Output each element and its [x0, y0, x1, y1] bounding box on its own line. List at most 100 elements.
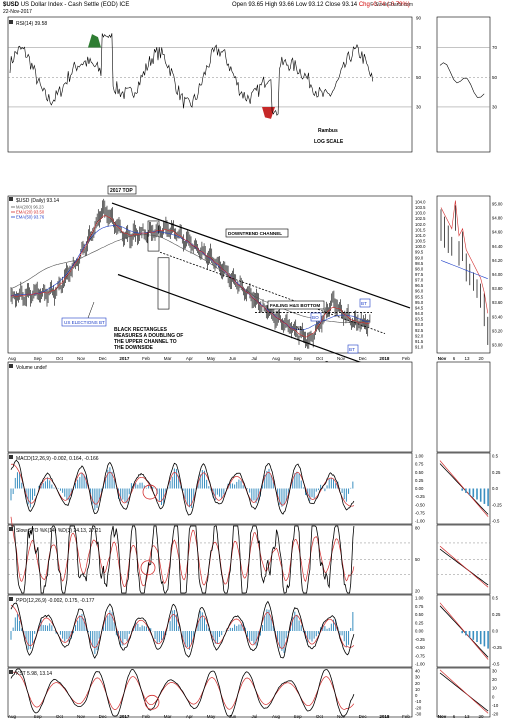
- y-tick-label: 1.00: [415, 596, 424, 601]
- inset-x-tick-label: Nov: [438, 714, 447, 719]
- panel-handle: [9, 597, 13, 601]
- x-tick-label: Sep: [294, 714, 303, 719]
- panel-handle: [9, 455, 13, 459]
- lower-channel-line: [117, 273, 396, 376]
- y-tick-label: -0.50: [415, 502, 425, 507]
- y-tick-label: 0.25: [492, 470, 501, 475]
- inset-price-tick-label: 93.00: [492, 343, 503, 348]
- chart-header: $USD US Dollar Index - Cash Settle (EOD)…: [0, 0, 509, 17]
- open-value: Open 93.65: [232, 2, 264, 8]
- x-tick-label: 2017: [119, 356, 130, 361]
- measure-rectangle: [157, 257, 170, 310]
- annotation-rambus: Rambus: [318, 128, 338, 134]
- inset-rsi-tick-label: 30: [492, 104, 498, 109]
- panel-frame: [7, 361, 413, 453]
- price-tick-label: 102.0: [415, 222, 426, 227]
- note-line: BLACK RECTANGLES: [114, 327, 168, 333]
- x-tick-label: Nov: [337, 714, 346, 719]
- label-box: [310, 312, 322, 322]
- price-tick-label: 91.0: [415, 345, 424, 350]
- y-tick-label: -0.5: [492, 662, 500, 667]
- inset-price-tick-label: 93.80: [492, 286, 503, 291]
- inset-rsi-line: [439, 62, 485, 98]
- y-tick-label: 0.50: [415, 470, 424, 475]
- annotation-nl: NL: [296, 326, 303, 332]
- change-value: Chg -0.74 (-0.79%): [358, 2, 410, 8]
- y-tick-label: 80: [415, 526, 420, 531]
- x-tick-label: Feb: [402, 356, 410, 361]
- price-tick-label: 97.0: [415, 278, 424, 283]
- sto-line: [11, 525, 355, 594]
- rsi-panel: 90 70 50 30 70 50 30 RSI(14) 39.58 Rambus LOG SCA…: [7, 15, 498, 153]
- y-tick-label: -0.50: [415, 645, 425, 650]
- inset-ppo-signal-line: [439, 602, 489, 660]
- y-tick-label: 40: [415, 669, 420, 674]
- x-tick-label: Dec: [359, 714, 368, 719]
- price-tick-label: 94.0: [415, 311, 424, 316]
- inset-x-tick-label: Nov: [438, 356, 447, 361]
- annotation-rectangles-note: BLACK RECTANGLES MEASURES A DOUBLING OF TH…: [114, 327, 183, 351]
- y-tick-label: 0.75: [415, 604, 424, 609]
- price-panel: 104.0103.5103.0102.5102.0101.5101.0100.5…: [7, 185, 503, 383]
- y-tick-label: 0: [415, 693, 418, 698]
- ppo-histogram: [10, 609, 354, 655]
- x-tick-label: Dec: [99, 356, 108, 361]
- x-tick-label: Feb: [142, 356, 150, 361]
- y-tick-label: 0.25: [415, 478, 424, 483]
- inset-x-tick-label: 20: [478, 714, 484, 719]
- panel-frame: [7, 16, 413, 153]
- price-tick-label: 103.5: [415, 205, 426, 210]
- legend-entry: MA(200) 96.23: [16, 205, 44, 210]
- price-tick-label: 94.5: [415, 305, 424, 310]
- price-tick-label: 104.0: [415, 200, 426, 205]
- y-tick-label: -10: [415, 699, 422, 704]
- x-tick-label: 2018: [379, 714, 390, 719]
- inset-price-tick-label: 95.00: [492, 202, 503, 207]
- x-tick-label: Nov: [337, 356, 346, 361]
- inset-price-tick-label: 94.40: [492, 244, 503, 249]
- panel-label: RSI(14) 39.58: [16, 21, 47, 27]
- y-tick-label: 0.75: [415, 462, 424, 467]
- ppo-signal-line: [10, 604, 355, 649]
- upper-channel-line: [111, 202, 411, 309]
- y-tick-label: 50: [415, 557, 420, 562]
- price-tick-label: 100.0: [415, 244, 426, 249]
- inset-frame: [436, 195, 491, 354]
- inset-price-tick-label: 93.40: [492, 314, 503, 319]
- kst-highlight-circle: [144, 694, 160, 710]
- measure-rectangle: [147, 220, 160, 252]
- inset-ema50-line: [440, 260, 488, 279]
- x-tick-label: Sep: [34, 714, 43, 719]
- x-tick-label: Apr: [186, 714, 194, 719]
- x-tick-label: Oct: [56, 356, 64, 361]
- label-box: [61, 317, 107, 327]
- y-tick-label: -0.25: [415, 637, 425, 642]
- x-tick-label: Aug: [272, 356, 281, 361]
- y-tick-label: -0.25: [415, 494, 425, 499]
- y-tick-label: 30: [492, 669, 497, 674]
- x-tick-label: Jun: [229, 714, 237, 719]
- x-tick-label: Feb: [402, 714, 410, 719]
- price-tick-label: 93.5: [415, 317, 424, 322]
- inset-x-tick-label: 6: [453, 356, 456, 361]
- y-tick-label: -0.5: [492, 519, 500, 524]
- panel-handle: [9, 197, 13, 201]
- instrument-name: US Dollar Index - Cash Settle (EOD) ICE: [20, 2, 130, 8]
- y-tick-label: 20: [415, 589, 420, 594]
- y-tick-label: 10: [492, 686, 497, 691]
- y-tick-label: 0: [492, 694, 495, 699]
- panel-frame: [7, 667, 413, 718]
- low-value: Low 93.12: [295, 2, 324, 8]
- panel-handle: [9, 670, 13, 674]
- x-tick-label: May: [207, 714, 216, 719]
- inset-price-tick-label: 94.00: [492, 272, 503, 277]
- label-box: [107, 185, 137, 195]
- annotation-bo: BO: [312, 315, 319, 320]
- annotation-log-scale: LOG SCALE: [314, 139, 344, 145]
- inset-x-tick-label: 6: [453, 714, 456, 719]
- y-tick-label: 20: [415, 681, 420, 686]
- y-tick-label: 0.0: [492, 629, 499, 634]
- y-tick-label: -1.00: [415, 519, 425, 524]
- y-tick-label: 1.00: [415, 454, 424, 459]
